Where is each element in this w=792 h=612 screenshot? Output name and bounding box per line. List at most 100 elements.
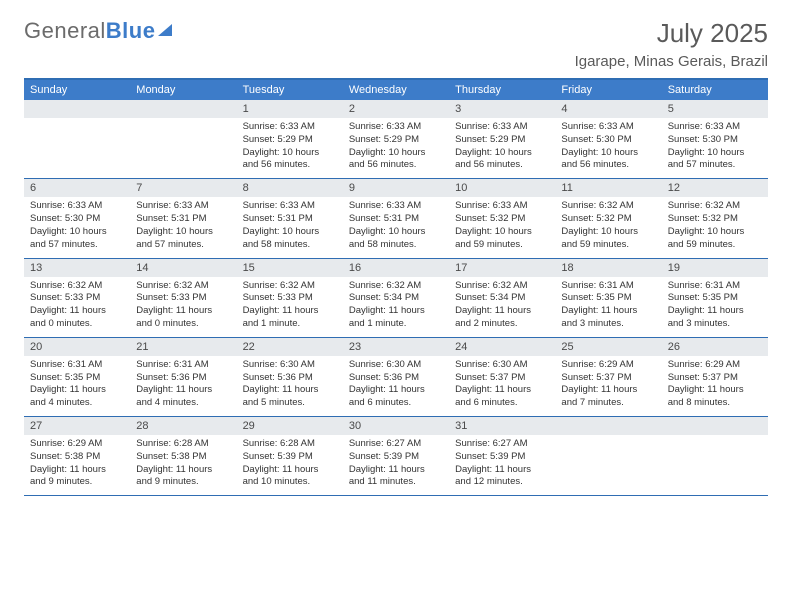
day-cell: 15Sunrise: 6:32 AMSunset: 5:33 PMDayligh… (237, 259, 343, 337)
day-info: Sunrise: 6:33 AMSunset: 5:32 PMDaylight:… (449, 197, 555, 251)
sunrise-text: Sunrise: 6:33 AM (561, 121, 655, 134)
day-cell: 20Sunrise: 6:31 AMSunset: 5:35 PMDayligh… (24, 338, 130, 416)
sunset-text: Sunset: 5:36 PM (349, 372, 443, 385)
daylight-text: Daylight: 11 hours and 3 minutes. (561, 305, 655, 331)
sunrise-text: Sunrise: 6:33 AM (349, 200, 443, 213)
sunset-text: Sunset: 5:33 PM (136, 292, 230, 305)
sunset-text: Sunset: 5:32 PM (668, 213, 762, 226)
sunset-text: Sunset: 5:29 PM (243, 134, 337, 147)
sunrise-text: Sunrise: 6:33 AM (455, 200, 549, 213)
week-row: 13Sunrise: 6:32 AMSunset: 5:33 PMDayligh… (24, 259, 768, 338)
sunset-text: Sunset: 5:33 PM (30, 292, 124, 305)
day-number (555, 417, 661, 435)
day-info: Sunrise: 6:29 AMSunset: 5:38 PMDaylight:… (24, 435, 130, 489)
day-cell: 1Sunrise: 6:33 AMSunset: 5:29 PMDaylight… (237, 100, 343, 178)
sunset-text: Sunset: 5:39 PM (455, 451, 549, 464)
day-number: 3 (449, 100, 555, 118)
daylight-text: Daylight: 10 hours and 59 minutes. (455, 226, 549, 252)
empty-cell (130, 100, 236, 178)
sunrise-text: Sunrise: 6:31 AM (136, 359, 230, 372)
sunset-text: Sunset: 5:35 PM (30, 372, 124, 385)
day-cell: 22Sunrise: 6:30 AMSunset: 5:36 PMDayligh… (237, 338, 343, 416)
location-text: Igarape, Minas Gerais, Brazil (575, 53, 768, 70)
sunset-text: Sunset: 5:37 PM (455, 372, 549, 385)
day-info: Sunrise: 6:33 AMSunset: 5:31 PMDaylight:… (343, 197, 449, 251)
day-cell: 4Sunrise: 6:33 AMSunset: 5:30 PMDaylight… (555, 100, 661, 178)
page-title: July 2025 (575, 18, 768, 49)
sunset-text: Sunset: 5:31 PM (136, 213, 230, 226)
day-header: Wednesday (343, 80, 449, 100)
day-info: Sunrise: 6:32 AMSunset: 5:34 PMDaylight:… (343, 277, 449, 331)
daylight-text: Daylight: 11 hours and 0 minutes. (30, 305, 124, 331)
sunrise-text: Sunrise: 6:33 AM (136, 200, 230, 213)
day-number: 9 (343, 179, 449, 197)
day-info: Sunrise: 6:29 AMSunset: 5:37 PMDaylight:… (662, 356, 768, 410)
sunrise-text: Sunrise: 6:33 AM (30, 200, 124, 213)
daylight-text: Daylight: 11 hours and 5 minutes. (243, 384, 337, 410)
day-header: Monday (130, 80, 236, 100)
day-number: 25 (555, 338, 661, 356)
daylight-text: Daylight: 10 hours and 56 minutes. (455, 147, 549, 173)
day-number (24, 100, 130, 118)
daylight-text: Daylight: 11 hours and 8 minutes. (668, 384, 762, 410)
sunrise-text: Sunrise: 6:32 AM (243, 280, 337, 293)
empty-cell (24, 100, 130, 178)
day-number: 8 (237, 179, 343, 197)
day-cell: 24Sunrise: 6:30 AMSunset: 5:37 PMDayligh… (449, 338, 555, 416)
day-header: Sunday (24, 80, 130, 100)
day-cell: 5Sunrise: 6:33 AMSunset: 5:30 PMDaylight… (662, 100, 768, 178)
sunrise-text: Sunrise: 6:31 AM (668, 280, 762, 293)
day-cell: 30Sunrise: 6:27 AMSunset: 5:39 PMDayligh… (343, 417, 449, 495)
day-info: Sunrise: 6:33 AMSunset: 5:30 PMDaylight:… (662, 118, 768, 172)
day-info: Sunrise: 6:27 AMSunset: 5:39 PMDaylight:… (449, 435, 555, 489)
sunset-text: Sunset: 5:37 PM (561, 372, 655, 385)
sunset-text: Sunset: 5:32 PM (561, 213, 655, 226)
header: GeneralBlue July 2025 Igarape, Minas Ger… (24, 18, 768, 70)
day-cell: 26Sunrise: 6:29 AMSunset: 5:37 PMDayligh… (662, 338, 768, 416)
daylight-text: Daylight: 10 hours and 59 minutes. (668, 226, 762, 252)
day-cell: 29Sunrise: 6:28 AMSunset: 5:39 PMDayligh… (237, 417, 343, 495)
day-info: Sunrise: 6:32 AMSunset: 5:33 PMDaylight:… (130, 277, 236, 331)
day-cell: 9Sunrise: 6:33 AMSunset: 5:31 PMDaylight… (343, 179, 449, 257)
daylight-text: Daylight: 11 hours and 10 minutes. (243, 464, 337, 490)
day-info: Sunrise: 6:33 AMSunset: 5:31 PMDaylight:… (130, 197, 236, 251)
sunset-text: Sunset: 5:34 PM (455, 292, 549, 305)
daylight-text: Daylight: 10 hours and 59 minutes. (561, 226, 655, 252)
daylight-text: Daylight: 10 hours and 56 minutes. (561, 147, 655, 173)
day-info: Sunrise: 6:33 AMSunset: 5:29 PMDaylight:… (343, 118, 449, 172)
day-info: Sunrise: 6:27 AMSunset: 5:39 PMDaylight:… (343, 435, 449, 489)
day-number: 7 (130, 179, 236, 197)
sunrise-text: Sunrise: 6:33 AM (243, 200, 337, 213)
sunrise-text: Sunrise: 6:33 AM (243, 121, 337, 134)
day-cell: 7Sunrise: 6:33 AMSunset: 5:31 PMDaylight… (130, 179, 236, 257)
day-cell: 23Sunrise: 6:30 AMSunset: 5:36 PMDayligh… (343, 338, 449, 416)
sunset-text: Sunset: 5:33 PM (243, 292, 337, 305)
sunset-text: Sunset: 5:31 PM (243, 213, 337, 226)
sunrise-text: Sunrise: 6:33 AM (668, 121, 762, 134)
day-header: Friday (555, 80, 661, 100)
sunrise-text: Sunrise: 6:30 AM (349, 359, 443, 372)
day-cell: 28Sunrise: 6:28 AMSunset: 5:38 PMDayligh… (130, 417, 236, 495)
day-header: Saturday (662, 80, 768, 100)
daylight-text: Daylight: 10 hours and 56 minutes. (349, 147, 443, 173)
day-number: 29 (237, 417, 343, 435)
day-number: 10 (449, 179, 555, 197)
day-info: Sunrise: 6:28 AMSunset: 5:39 PMDaylight:… (237, 435, 343, 489)
sunrise-text: Sunrise: 6:32 AM (136, 280, 230, 293)
daylight-text: Daylight: 10 hours and 58 minutes. (243, 226, 337, 252)
day-cell: 31Sunrise: 6:27 AMSunset: 5:39 PMDayligh… (449, 417, 555, 495)
logo-mark-icon (158, 24, 172, 36)
day-info: Sunrise: 6:32 AMSunset: 5:33 PMDaylight:… (24, 277, 130, 331)
day-cell: 3Sunrise: 6:33 AMSunset: 5:29 PMDaylight… (449, 100, 555, 178)
sunset-text: Sunset: 5:38 PM (136, 451, 230, 464)
daylight-text: Daylight: 11 hours and 12 minutes. (455, 464, 549, 490)
daylight-text: Daylight: 11 hours and 3 minutes. (668, 305, 762, 331)
day-info: Sunrise: 6:30 AMSunset: 5:37 PMDaylight:… (449, 356, 555, 410)
day-number: 16 (343, 259, 449, 277)
empty-cell (555, 417, 661, 495)
day-number: 31 (449, 417, 555, 435)
sunrise-text: Sunrise: 6:28 AM (243, 438, 337, 451)
sunset-text: Sunset: 5:31 PM (349, 213, 443, 226)
sunset-text: Sunset: 5:32 PM (455, 213, 549, 226)
day-info: Sunrise: 6:31 AMSunset: 5:35 PMDaylight:… (555, 277, 661, 331)
